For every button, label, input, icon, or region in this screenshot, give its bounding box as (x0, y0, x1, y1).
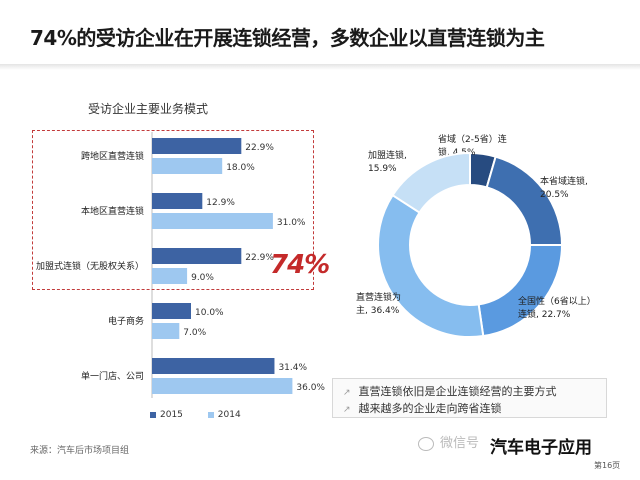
slice-label: 连锁, 22.7% (518, 308, 571, 320)
wechat-watermark: 微信号 (418, 432, 479, 451)
bar-2015 (152, 193, 203, 209)
category-label: 本地区直营连锁 (81, 205, 144, 217)
page-title: 74%的受访企业在开展连锁经营，多数企业以直营连锁为主 (30, 26, 545, 50)
bar-value-label: 31.4% (278, 363, 307, 373)
bar-value-label: 22.9% (245, 143, 274, 153)
bar-2014 (152, 158, 223, 174)
watermark-text: 微信号 (440, 436, 480, 451)
title-divider (0, 64, 640, 70)
bar-value-label: 18.0% (226, 163, 255, 173)
highlight-value: 74% (270, 250, 330, 280)
bar-2015 (152, 303, 191, 319)
slice-label: 15.9% (368, 164, 397, 174)
bar-2014 (152, 378, 293, 394)
bar-value-label: 7.0% (183, 328, 206, 338)
donut-chart: 省域（2-5省）连锁, 4.5%本省域连锁,20.5%全国性（6省以上）连锁, … (356, 133, 596, 338)
wechat-icon (418, 436, 434, 451)
bar-2015 (152, 138, 242, 154)
bar-legend: 2015 2014 (150, 410, 263, 420)
bar-2014 (152, 213, 273, 229)
bar-value-label: 22.9% (245, 253, 274, 263)
source-note: 来源：汽车后市场项目组 (30, 446, 130, 456)
finding-1-text: 直营连锁依旧是企业连锁经营的主要方式 (358, 385, 557, 398)
legend-label-2015: 2015 (160, 410, 183, 420)
category-label: 电子商务 (108, 315, 144, 327)
legend-swatch-2014 (207, 411, 214, 418)
bar-value-label: 36.0% (296, 383, 325, 393)
legend-swatch-2015 (150, 411, 156, 418)
page-number: 第16页 (594, 461, 621, 470)
bar-2014 (152, 323, 180, 339)
chain-highlight-box (32, 130, 314, 290)
legend-label-2014: 2014 (217, 410, 241, 420)
slice-label: 全国性（6省以上） (518, 295, 596, 307)
category-label: 加盟式连锁（无股权关系） (36, 260, 144, 272)
arrow-icon: ↗ (343, 388, 351, 398)
category-label: 单一门店、公司 (81, 370, 144, 382)
donut-slice (391, 151, 471, 214)
legend-item-2014: 2014 (207, 410, 241, 420)
donut-slice (477, 244, 564, 338)
finding-1: ↗ 直营连锁依旧是企业连锁经营的主要方式 (343, 383, 557, 399)
finding-2-text: 越来越多的企业走向跨省连锁 (358, 402, 502, 415)
donut-slice (377, 193, 485, 338)
donut-slice (485, 155, 564, 246)
bar-chart-title: 受访企业主要业务模式 (88, 102, 209, 116)
bar-value-label: 10.0% (195, 308, 224, 318)
slice-label: 省域（2-5省）连 (438, 133, 507, 145)
slice-label: 加盟连锁, (368, 149, 407, 161)
slice-label: 20.5% (540, 190, 569, 200)
bar-value-label: 31.0% (277, 218, 306, 228)
finding-2: ↗ 越来越多的企业走向跨省连锁 (343, 400, 502, 416)
brand-name: 汽车电子应用 (490, 438, 592, 458)
bar-value-label: 12.9% (206, 198, 235, 208)
slice-label: 主, 36.4% (356, 304, 400, 316)
legend-item-2015: 2015 (150, 410, 183, 420)
bar-chart: 跨地区直营连锁 22.9% 18.0% 本地区直营连锁 12.9% 31.0% 加盟式连锁（… (36, 132, 325, 398)
key-findings-box: ↗ 直营连锁依旧是企业连锁经营的主要方式 ↗ 越来越多的企业走向跨省连锁 (332, 378, 607, 418)
slice-label: 本省域连锁, (540, 175, 588, 187)
slice-label: 直营连锁为 (356, 291, 401, 303)
bar-2014 (152, 268, 188, 284)
bar-2015 (152, 248, 242, 264)
bar-value-label: 9.0% (191, 273, 214, 283)
category-label: 跨地区直营连锁 (81, 150, 144, 162)
arrow-icon: ↗ (343, 405, 351, 415)
bar-2015 (152, 358, 275, 374)
